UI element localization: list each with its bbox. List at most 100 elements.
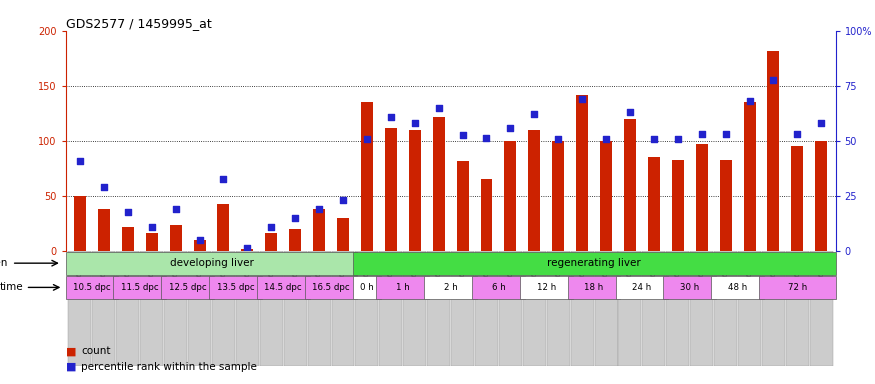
Point (718, 131, 732, 137)
FancyBboxPatch shape (568, 276, 620, 299)
Point (623, 109, 637, 115)
Point (528, 111, 542, 118)
Bar (600, 141, 612, 251)
Bar (576, 94, 588, 251)
Point (575, 96, 589, 102)
Text: 72 h: 72 h (788, 283, 807, 292)
FancyBboxPatch shape (616, 276, 668, 299)
FancyBboxPatch shape (473, 276, 525, 299)
Bar (385, 127, 397, 251)
Text: regenerating liver: regenerating liver (547, 258, 641, 268)
Point (169, 206, 183, 212)
Point (121, 209, 135, 215)
FancyBboxPatch shape (353, 276, 382, 299)
Text: 16.5 dpc: 16.5 dpc (312, 283, 350, 292)
Text: 13.5 dpc: 13.5 dpc (217, 283, 255, 292)
Point (73, 158, 87, 164)
Text: 10.5 dpc: 10.5 dpc (74, 283, 111, 292)
Text: 12.5 dpc: 12.5 dpc (169, 283, 206, 292)
Bar (122, 227, 134, 251)
Point (384, 114, 398, 120)
Point (599, 136, 613, 142)
Bar (504, 141, 516, 251)
Bar (791, 146, 803, 251)
FancyBboxPatch shape (114, 276, 166, 299)
Text: 14.5 dpc: 14.5 dpc (264, 283, 302, 292)
Bar (648, 157, 660, 251)
FancyBboxPatch shape (66, 252, 357, 275)
Text: ■: ■ (66, 346, 76, 356)
Bar (624, 119, 636, 251)
Bar (361, 102, 373, 251)
Point (336, 197, 350, 204)
Bar (242, 249, 254, 251)
Point (456, 132, 470, 139)
Bar (98, 209, 110, 251)
Bar (767, 51, 780, 251)
Point (431, 105, 445, 111)
FancyBboxPatch shape (161, 276, 214, 299)
FancyBboxPatch shape (520, 276, 572, 299)
Bar (337, 218, 349, 251)
Bar (74, 196, 86, 251)
Bar (672, 160, 683, 251)
Text: percentile rank within the sample: percentile rank within the sample (81, 362, 257, 372)
Text: 24 h: 24 h (633, 283, 652, 292)
Bar (552, 141, 564, 251)
FancyBboxPatch shape (66, 276, 118, 299)
Point (264, 224, 278, 230)
Text: ■: ■ (66, 362, 76, 372)
Point (144, 224, 158, 230)
Bar (170, 225, 182, 251)
Text: time: time (0, 282, 24, 292)
Bar (433, 117, 444, 251)
Point (551, 136, 565, 142)
Bar (313, 209, 326, 251)
Point (241, 245, 255, 251)
FancyBboxPatch shape (304, 276, 357, 299)
Text: 12 h: 12 h (536, 283, 556, 292)
Bar (480, 179, 493, 251)
Text: specimen: specimen (0, 258, 8, 268)
Bar (290, 229, 301, 251)
Bar (816, 141, 827, 251)
Point (288, 215, 302, 221)
Text: 11.5 dpc: 11.5 dpc (121, 283, 158, 292)
Point (743, 98, 757, 104)
Point (766, 77, 780, 83)
Bar (719, 160, 732, 251)
Point (97, 184, 111, 190)
Bar (218, 204, 229, 251)
Point (312, 206, 326, 212)
Text: 18 h: 18 h (584, 283, 604, 292)
Text: 0 h: 0 h (360, 283, 374, 292)
Bar (528, 130, 540, 251)
Text: 6 h: 6 h (492, 283, 506, 292)
Point (503, 124, 517, 131)
FancyBboxPatch shape (760, 276, 836, 299)
Point (408, 120, 422, 126)
Point (671, 136, 685, 142)
Point (695, 131, 709, 137)
FancyBboxPatch shape (209, 276, 262, 299)
Bar (696, 144, 708, 251)
FancyBboxPatch shape (424, 276, 477, 299)
Text: 1 h: 1 h (396, 283, 410, 292)
Bar (193, 240, 206, 251)
Text: 48 h: 48 h (728, 283, 747, 292)
Point (360, 136, 374, 142)
Bar (744, 102, 755, 251)
Text: GDS2577 / 1459995_at: GDS2577 / 1459995_at (66, 17, 212, 30)
Point (192, 237, 206, 243)
FancyBboxPatch shape (376, 276, 429, 299)
Text: developing liver: developing liver (170, 258, 254, 268)
Text: count: count (81, 346, 111, 356)
Point (815, 120, 829, 126)
Bar (146, 233, 158, 251)
FancyBboxPatch shape (711, 276, 764, 299)
Point (216, 176, 230, 182)
Bar (457, 161, 468, 251)
FancyBboxPatch shape (353, 252, 836, 275)
FancyBboxPatch shape (663, 276, 716, 299)
Bar (265, 233, 277, 251)
